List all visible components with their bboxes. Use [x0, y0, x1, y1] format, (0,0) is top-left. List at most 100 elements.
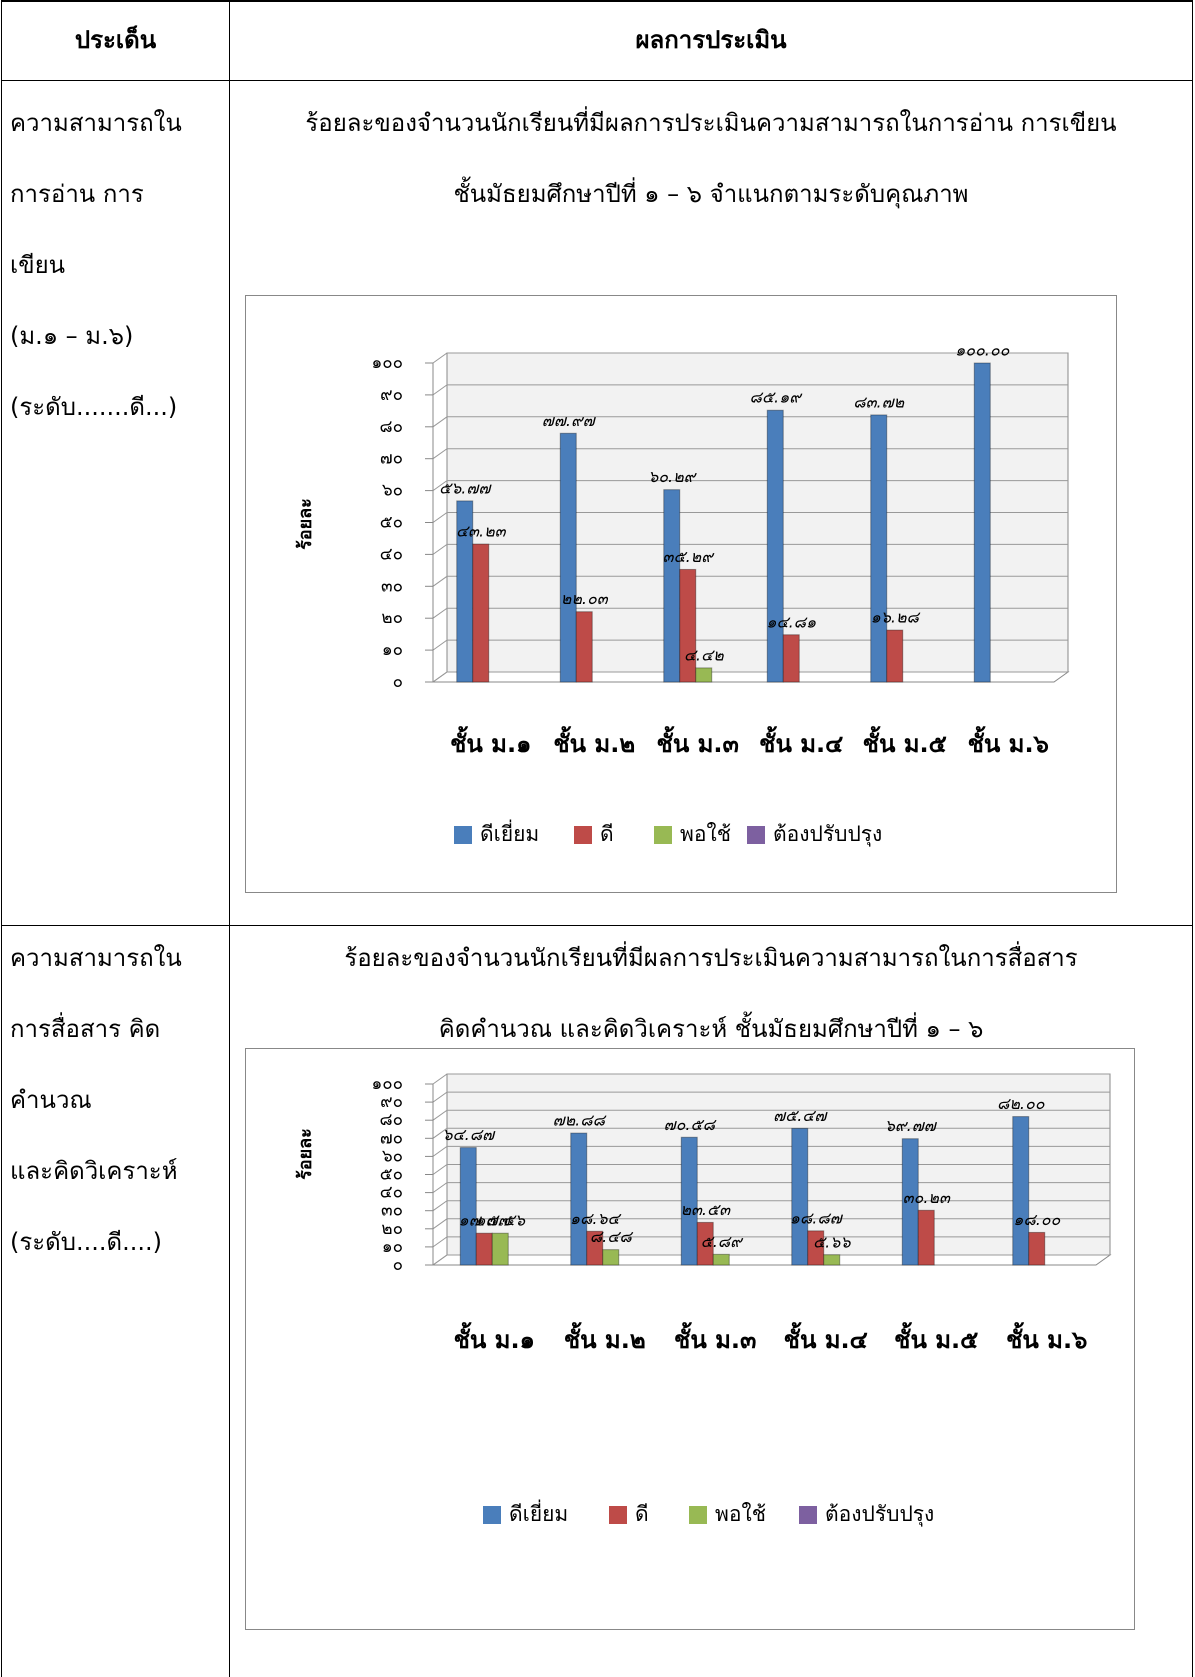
header-cell: ผลการประเมิน	[635, 26, 787, 54]
bar	[870, 414, 888, 683]
topic-line: การอ่าน การ	[10, 180, 144, 208]
grid-line	[432, 1218, 1110, 1230]
bar	[663, 489, 681, 683]
x-tick-label: ชั้น ม.๒	[553, 725, 635, 758]
bar	[973, 362, 991, 683]
chart-frame: ๐๑๐ ๒๐ ๓๐ ๔๐ ๕๐ ๖๐ ๗๐ ๘๐ ๙๐ ๑๐๐ ร้อยละ ชั้น ม.๑ ๖๔.๘…	[245, 1048, 1135, 1630]
bar	[766, 409, 784, 683]
x-tick-label: ชั้น ม.๖	[968, 725, 1049, 758]
bar	[559, 432, 577, 683]
y-tick-label: ๙๐	[380, 1092, 403, 1112]
data-label: ๑๗.๕๖	[475, 1211, 525, 1230]
topic-line: ความสามารถใน	[10, 109, 182, 137]
plot-floor	[431, 671, 1070, 683]
legend-label: ดีเยี่ยม	[480, 819, 539, 846]
chart-heading: ร้อยละของจำนวนนักเรียนที่มีผลการประเมินค…	[344, 944, 1078, 972]
bar	[570, 1132, 588, 1266]
bar	[491, 1232, 509, 1266]
topic-line: และคิดวิเคราะห์	[10, 1157, 178, 1185]
x-tick-label: ชั้น ม.๑	[450, 725, 531, 758]
grid-line	[432, 1254, 1110, 1266]
data-label: ๕.๖๖	[813, 1232, 851, 1251]
data-label: ๗๒.๘๘	[553, 1111, 607, 1130]
legend-swatch	[747, 826, 765, 844]
legend-label: ดีเยี่ยม	[509, 1499, 568, 1526]
legend-swatch	[689, 1506, 707, 1524]
legend-label: ดี	[600, 822, 614, 846]
bar	[782, 634, 800, 683]
y-tick-label: ๐	[393, 672, 403, 692]
data-label: ๓๐.๒๓	[903, 1188, 951, 1207]
plot-floor	[431, 1254, 1112, 1266]
y-tick-label: ๗๐	[380, 1128, 403, 1148]
y-tick-label: ๙๐	[380, 385, 403, 405]
data-label: ๗๗.๙๗	[542, 411, 597, 430]
legend-label: ต้องปรับปรุง	[825, 1502, 934, 1527]
data-label: ๗๕.๔๗	[773, 1106, 828, 1125]
topic-line: คำนวณ	[10, 1086, 92, 1114]
bar	[602, 1249, 620, 1266]
header-cell: ประเด็น	[74, 26, 157, 54]
data-label: ๖๔.๘๗	[442, 1125, 496, 1144]
bar	[475, 1232, 493, 1266]
data-label: ๑๐๐.๐๐	[955, 341, 1011, 360]
data-label: ๘๒.๐๐	[997, 1094, 1046, 1113]
grid-line	[432, 352, 1068, 364]
bar	[917, 1209, 935, 1266]
grid-line	[432, 1073, 1110, 1085]
topic-line: เขียน	[10, 251, 66, 279]
grid-line	[432, 512, 1068, 523]
data-label: ๑๔.๘๑	[766, 612, 816, 631]
y-axis-label: ร้อยละ	[295, 1128, 316, 1180]
data-label: ๑๘.๘๗	[790, 1208, 844, 1227]
y-tick-label: ๔๐	[380, 544, 403, 564]
table-border	[1, 0, 1193, 2]
y-tick-label: ๑๐	[382, 1237, 403, 1257]
grid-line	[432, 1236, 1110, 1248]
bar	[823, 1254, 841, 1266]
table-border	[1192, 0, 1193, 1677]
y-tick-label: ๓๐	[381, 1201, 403, 1221]
chart-heading: ร้อยละของจำนวนนักเรียนที่มีผลการประเมินค…	[305, 109, 1117, 137]
grid-line	[432, 671, 1068, 683]
bar	[712, 1253, 730, 1266]
bar	[791, 1127, 809, 1266]
y-tick-label: ๖๐	[382, 1146, 403, 1166]
x-tick-label: ชั้น ม.๖	[1006, 1321, 1087, 1354]
y-tick-label: ๘๐	[380, 417, 404, 437]
bar	[807, 1230, 825, 1266]
topic-line: การสื่อสาร คิด	[10, 1015, 161, 1043]
bar	[680, 1136, 698, 1266]
data-label: ๑๗.๕๗	[459, 1211, 512, 1230]
grid-line	[432, 1127, 1110, 1139]
topic-line: (ระดับ.......ดี...)	[10, 393, 178, 421]
chart-heading: ชั้นมัธยมศึกษาปีที่ ๑ – ๖ จำแนกตามระดับค…	[453, 180, 969, 208]
y-tick-label: ๗๐	[380, 449, 403, 469]
bar	[1028, 1231, 1046, 1266]
topic-line: ความสามารถใน	[10, 944, 182, 972]
data-label: ๕๖.๗๗	[439, 478, 492, 497]
y-tick-label: ๑๐	[382, 640, 403, 660]
data-label: ๕.๘๙	[701, 1232, 745, 1251]
legend-label: ต้องปรับปรุง	[773, 822, 882, 847]
y-tick-label: ๐	[393, 1255, 403, 1275]
bar	[586, 1230, 604, 1266]
y-tick-label: ๒๐	[381, 1219, 403, 1239]
y-tick-label: ๘๐	[380, 1110, 404, 1130]
data-label: ๖๙.๗๗	[885, 1116, 938, 1135]
x-tick-label: ชั้น ม.๒	[564, 1321, 646, 1354]
y-tick-label: ๑๐๐	[371, 353, 403, 373]
legend-label: พอใช้	[715, 1502, 766, 1526]
y-tick-label: ๕๐	[380, 1165, 403, 1185]
data-label: ๓๕.๒๙	[663, 547, 716, 566]
grid-line	[432, 543, 1068, 555]
grid-line	[432, 575, 1068, 587]
grid-line	[432, 1109, 1110, 1121]
legend-swatch	[483, 1506, 501, 1524]
x-tick-label: ชั้น ม.๕	[894, 1321, 978, 1354]
topic-line: (ระดับ....ดี....)	[10, 1228, 162, 1256]
bar	[696, 1221, 714, 1266]
table-border	[1, 925, 1193, 926]
